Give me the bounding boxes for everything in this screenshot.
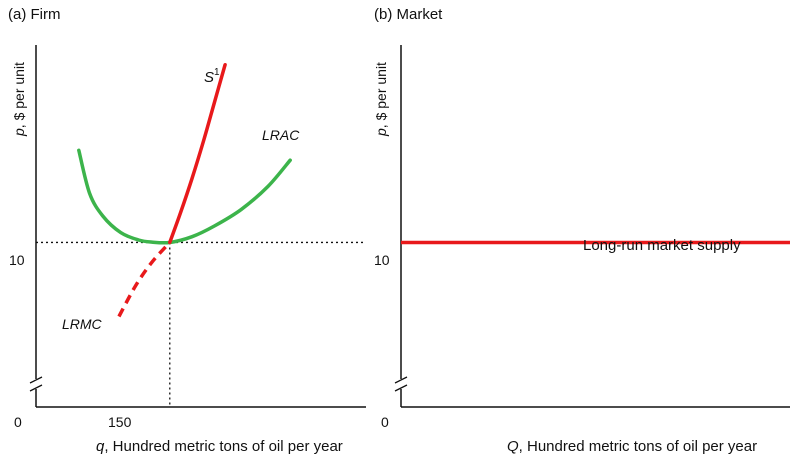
- y-axis-label-firm: p, $ per unit: [11, 62, 27, 137]
- axis-break-firm: [29, 376, 43, 392]
- series-label-lrmc: LRMC: [62, 316, 103, 332]
- series-label-lrac: LRAC: [262, 127, 300, 143]
- axis-break-market: [394, 376, 408, 392]
- panel-title-market: (b) Market: [374, 6, 443, 23]
- x-axis-label-market: Q, Hundred metric tons of oil per year: [507, 438, 757, 455]
- series-lrmc-curve: [117, 241, 172, 318]
- series-lrac-curve: [77, 148, 292, 245]
- series-s1-curve: [168, 62, 227, 245]
- series-label-long-run-market-supply: Long-run market supply: [583, 237, 741, 254]
- panel-firm: (a) Firm p, $ per unit 10 0 150 LRAC LRM…: [8, 6, 366, 455]
- x-axis-label-firm: q, Hundred metric tons of oil per year: [96, 438, 343, 455]
- y-tick-label-market-10: 10: [374, 252, 390, 268]
- panel-market: (b) Market p, $ per unit 10 0 Long-run m…: [373, 6, 790, 455]
- series-label-s1: S1: [204, 67, 220, 86]
- x-tick-label-firm-150: 150: [108, 414, 132, 430]
- x-tick-label-firm-0: 0: [14, 414, 22, 430]
- y-axis-label-market: p, $ per unit: [373, 62, 389, 137]
- y-tick-label-firm-10: 10: [9, 252, 25, 268]
- x-tick-label-market-0: 0: [381, 414, 389, 430]
- panel-title-firm: (a) Firm: [8, 6, 61, 23]
